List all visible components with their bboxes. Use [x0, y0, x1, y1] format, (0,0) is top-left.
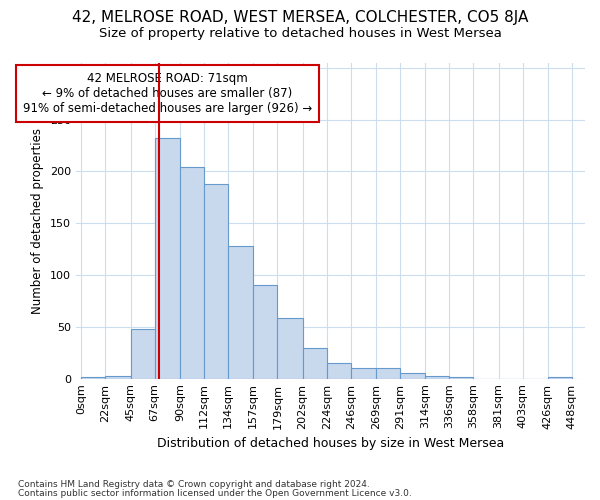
X-axis label: Distribution of detached houses by size in West Mersea: Distribution of detached houses by size …	[157, 437, 504, 450]
Bar	[228, 246, 253, 378]
Bar	[425, 376, 449, 378]
Bar	[131, 329, 155, 378]
Bar	[351, 368, 376, 378]
Text: Contains public sector information licensed under the Open Government Licence v3: Contains public sector information licen…	[18, 489, 412, 498]
Bar	[204, 184, 228, 378]
Bar	[449, 376, 473, 378]
Bar	[400, 374, 425, 378]
Bar	[277, 318, 302, 378]
Text: 42, MELROSE ROAD, WEST MERSEA, COLCHESTER, CO5 8JA: 42, MELROSE ROAD, WEST MERSEA, COLCHESTE…	[72, 10, 528, 25]
Bar	[302, 348, 326, 378]
Bar	[326, 363, 351, 378]
Bar	[253, 286, 277, 378]
Text: Size of property relative to detached houses in West Mersea: Size of property relative to detached ho…	[98, 28, 502, 40]
Bar	[548, 376, 572, 378]
Bar	[180, 167, 204, 378]
Y-axis label: Number of detached properties: Number of detached properties	[31, 128, 44, 314]
Text: 42 MELROSE ROAD: 71sqm
← 9% of detached houses are smaller (87)
91% of semi-deta: 42 MELROSE ROAD: 71sqm ← 9% of detached …	[23, 72, 312, 115]
Bar	[376, 368, 400, 378]
Text: Contains HM Land Registry data © Crown copyright and database right 2024.: Contains HM Land Registry data © Crown c…	[18, 480, 370, 489]
Bar	[155, 138, 180, 378]
Bar	[106, 376, 131, 378]
Bar	[82, 376, 106, 378]
